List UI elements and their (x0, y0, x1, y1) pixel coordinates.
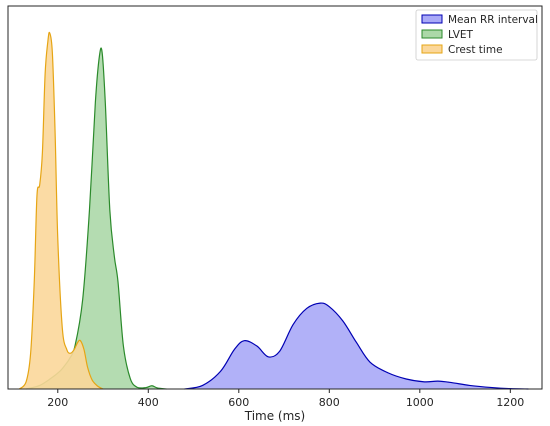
x-axis-ticks: 200 400 600 800 1000 1200 (47, 389, 524, 409)
legend-frame (415, 9, 538, 61)
series-area-0 (184, 303, 529, 389)
x-tick-label: 1200 (496, 396, 524, 409)
x-tick-label: 400 (138, 396, 159, 409)
series-line-2 (18, 31, 104, 390)
x-axis-label: Time (ms) (244, 409, 306, 423)
series-0 (184, 302, 529, 390)
legend-label-1: LVET (448, 29, 474, 41)
x-tick-label: 800 (319, 396, 340, 409)
legend-label-2: Crest time (448, 44, 503, 56)
series-2 (18, 31, 104, 390)
plot-frame (7, 5, 543, 390)
legend: Mean RR interval LVET Crest time (415, 9, 538, 61)
x-tick-label: 600 (228, 396, 249, 409)
legend-swatch-1 (421, 29, 443, 39)
legend-swatch-0 (421, 14, 443, 24)
series-line-0 (184, 302, 529, 390)
legend-label-0: Mean RR interval (448, 14, 538, 26)
x-tick-label: 200 (47, 396, 68, 409)
legend-swatch-2 (421, 44, 443, 54)
series-area-1 (26, 48, 167, 390)
series-area-2 (19, 32, 104, 390)
series-layer (18, 31, 529, 390)
x-tick-label: 1000 (406, 396, 434, 409)
